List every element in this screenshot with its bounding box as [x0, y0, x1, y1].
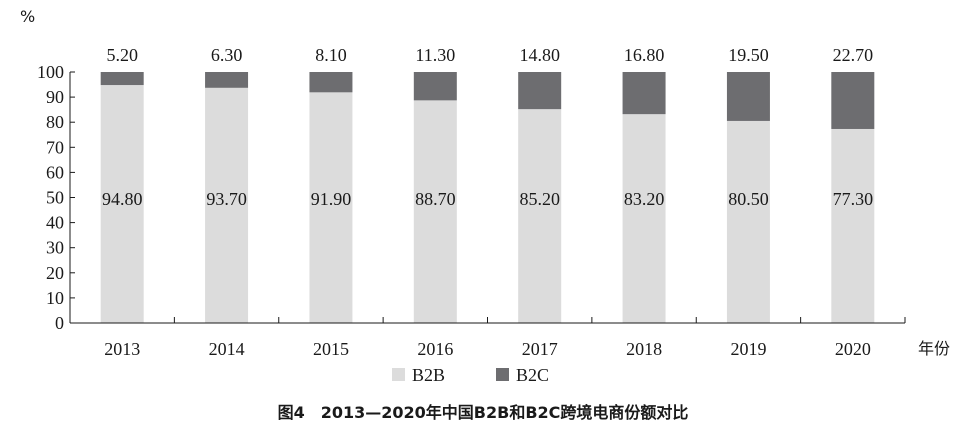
y-tick-label: 10 — [46, 288, 64, 308]
y-tick-label: 50 — [46, 188, 64, 208]
data-label-b2c: 11.30 — [415, 45, 455, 65]
legend-swatch-b2c — [496, 368, 509, 381]
bar-b2c — [831, 72, 875, 129]
bar-b2b — [831, 128, 875, 323]
data-label-b2b: 83.20 — [624, 189, 665, 209]
y-tick-label: 90 — [46, 87, 64, 107]
data-label-b2b: 93.70 — [206, 189, 247, 209]
x-tick-label: 2019 — [730, 339, 766, 359]
x-tick-label: 2020 — [835, 339, 871, 359]
data-label-b2c: 19.50 — [728, 45, 769, 65]
bar-b2c — [518, 72, 562, 110]
bar-b2c — [413, 72, 457, 101]
x-tick-label: 2016 — [417, 339, 453, 359]
bar-b2c — [205, 72, 249, 88]
data-label-b2c: 6.30 — [211, 45, 243, 65]
data-label-b2c: 8.10 — [315, 45, 347, 65]
x-tick-label: 2017 — [522, 339, 558, 359]
bar-b2c — [309, 72, 353, 93]
bar-b2b — [413, 100, 457, 323]
y-tick-label: 20 — [46, 263, 64, 283]
data-label-b2b: 80.50 — [728, 189, 769, 209]
bar-b2c — [726, 72, 770, 121]
y-tick-label: 60 — [46, 162, 64, 182]
bar-b2b — [205, 87, 249, 323]
x-tick-label: 2018 — [626, 339, 662, 359]
data-label-b2c: 5.20 — [106, 45, 138, 65]
bar-b2b — [726, 120, 770, 323]
x-tick-label: 2015 — [313, 339, 349, 359]
data-label-b2b: 77.30 — [833, 189, 874, 209]
bar-b2b — [622, 114, 666, 323]
data-label-b2b: 91.90 — [311, 189, 352, 209]
chart-caption: 图4 2013—2020年中国B2B和B2C跨境电商份额对比 — [278, 403, 689, 422]
legend-swatch-b2b — [392, 368, 405, 381]
legend-label-b2b: B2B — [412, 365, 445, 385]
bar-b2b — [518, 109, 562, 323]
y-axis-ticks: 0 10 20 30 40 50 60 70 80 90 100 — [37, 62, 75, 333]
y-tick-label: 80 — [46, 112, 64, 132]
data-label-b2b: 94.80 — [102, 189, 143, 209]
data-label-b2c: 22.70 — [833, 45, 874, 65]
bar-b2c — [100, 72, 144, 86]
y-axis-unit-label: % — [20, 7, 35, 26]
y-tick-label: 70 — [46, 137, 64, 157]
data-label-b2c: 16.80 — [624, 45, 665, 65]
x-axis-ticks: 2013 2014 2015 2016 2017 2018 2019 2020 — [104, 317, 906, 359]
legend-label-b2c: B2C — [516, 365, 549, 385]
bar-b2b — [100, 85, 144, 323]
y-tick-label: 100 — [37, 62, 64, 82]
x-tick-label: 2013 — [104, 339, 140, 359]
data-label-b2c: 14.80 — [519, 45, 560, 65]
bars: 94.80 5.20 93.70 6.30 91.90 8.10 88.70 11.30 85.… — [100, 45, 875, 324]
y-tick-label: 40 — [46, 213, 64, 233]
legend: B2B B2C — [392, 365, 549, 385]
data-label-b2b: 88.70 — [415, 189, 456, 209]
y-tick-label: 0 — [55, 313, 64, 333]
x-axis-unit-label: 年份 — [918, 339, 950, 358]
x-tick-label: 2014 — [209, 339, 245, 359]
bar-b2c — [622, 72, 666, 115]
bar-b2b — [309, 92, 353, 324]
data-label-b2b: 85.20 — [519, 189, 560, 209]
y-tick-label: 30 — [46, 238, 64, 258]
